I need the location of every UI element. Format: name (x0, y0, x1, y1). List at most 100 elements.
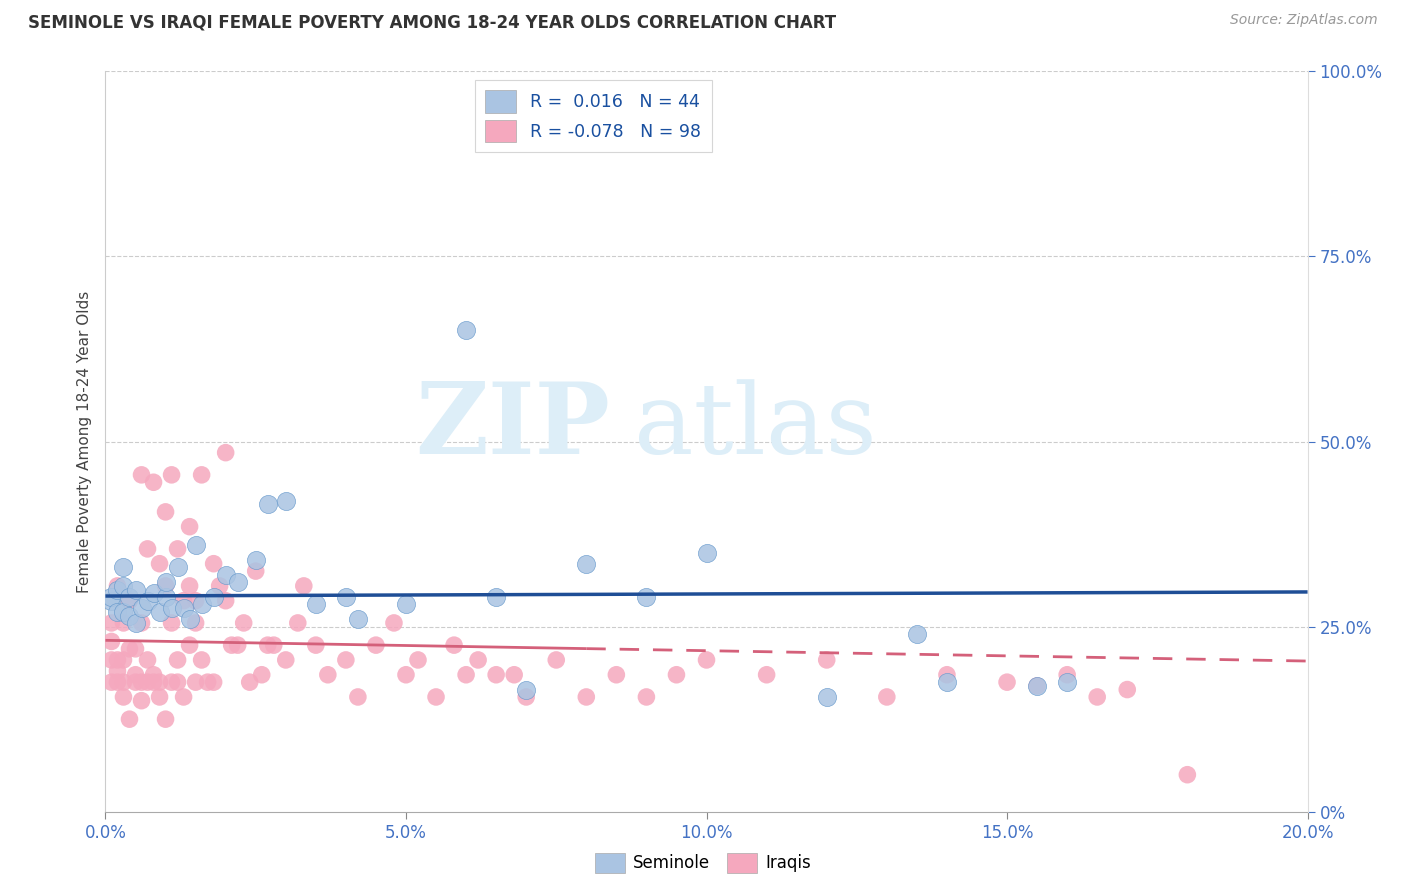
Point (364, 638, 387, 652)
Point (347, 690, 370, 704)
Point (131, 675, 153, 690)
Point (107, 675, 129, 690)
Point (118, 590, 141, 604)
Point (876, 690, 898, 704)
Point (214, 593, 236, 607)
Point (485, 590, 508, 604)
Point (179, 612, 201, 626)
Point (142, 475, 165, 490)
Point (124, 675, 146, 690)
Point (454, 324, 477, 338)
Point (160, 467, 183, 482)
Point (131, 615, 153, 630)
Point (100, 675, 122, 690)
Point (124, 641, 146, 656)
Point (136, 593, 159, 607)
Point (256, 498, 278, 512)
Point (316, 667, 339, 681)
Point (382, 615, 405, 630)
Point (166, 653, 188, 667)
Point (239, 675, 262, 690)
Point (142, 675, 165, 690)
Point (131, 467, 153, 482)
Point (636, 590, 658, 604)
Point (100, 590, 122, 604)
Point (136, 653, 159, 667)
Point (118, 641, 141, 656)
Point (107, 664, 129, 678)
Point (179, 579, 201, 593)
Text: atlas: atlas (634, 379, 877, 475)
Point (118, 593, 141, 607)
Point (815, 690, 838, 704)
Point (815, 653, 838, 667)
Point (575, 557, 598, 571)
Point (107, 582, 129, 597)
Point (1175, 767, 1198, 781)
Point (245, 564, 267, 578)
Point (124, 615, 146, 630)
Point (335, 653, 357, 667)
Point (936, 667, 959, 681)
Point (179, 638, 201, 652)
Point (214, 567, 236, 582)
Point (1026, 679, 1049, 693)
Point (155, 590, 177, 604)
Point (202, 557, 225, 571)
Legend: Seminole, Iraqis: Seminole, Iraqis (588, 847, 818, 880)
Point (166, 560, 188, 574)
Point (1056, 667, 1078, 681)
Point (100, 615, 122, 630)
Point (202, 675, 225, 690)
Point (190, 653, 212, 667)
Point (107, 653, 129, 667)
Point (197, 675, 219, 690)
Point (131, 694, 153, 708)
Text: Source: ZipAtlas.com: Source: ZipAtlas.com (1230, 13, 1378, 28)
Point (443, 638, 465, 652)
Point (1116, 682, 1139, 697)
Point (107, 579, 129, 593)
Point (124, 582, 146, 597)
Point (503, 667, 526, 681)
Point (575, 690, 598, 704)
Point (148, 605, 170, 619)
Legend: R =  0.016   N = 44, R = -0.078   N = 98: R = 0.016 N = 44, R = -0.078 N = 98 (475, 80, 711, 153)
Point (112, 615, 135, 630)
Point (173, 690, 195, 704)
Point (112, 605, 135, 619)
Point (226, 575, 249, 590)
Point (347, 612, 370, 626)
Point (148, 675, 170, 690)
Point (100, 634, 122, 648)
Point (160, 601, 183, 615)
Point (112, 579, 135, 593)
Point (406, 653, 429, 667)
Point (118, 712, 141, 726)
Point (184, 675, 207, 690)
Point (148, 690, 170, 704)
Point (665, 667, 688, 681)
Point (173, 593, 195, 607)
Point (250, 667, 273, 681)
Point (226, 638, 249, 652)
Point (112, 690, 135, 704)
Point (190, 467, 212, 482)
Point (696, 546, 718, 560)
Point (232, 615, 254, 630)
Point (136, 541, 159, 556)
Point (214, 445, 236, 459)
Point (515, 690, 537, 704)
Point (148, 557, 170, 571)
Point (305, 638, 328, 652)
Point (202, 590, 225, 604)
Point (166, 675, 188, 690)
Point (160, 675, 183, 690)
Text: SEMINOLE VS IRAQI FEMALE POVERTY AMONG 18-24 YEAR OLDS CORRELATION CHART: SEMINOLE VS IRAQI FEMALE POVERTY AMONG 1… (28, 13, 837, 31)
Point (425, 690, 447, 704)
Point (136, 675, 159, 690)
Point (118, 608, 141, 623)
Point (454, 667, 477, 681)
Point (190, 598, 212, 612)
Y-axis label: Female Poverty Among 18-24 Year Olds: Female Poverty Among 18-24 Year Olds (76, 291, 91, 592)
